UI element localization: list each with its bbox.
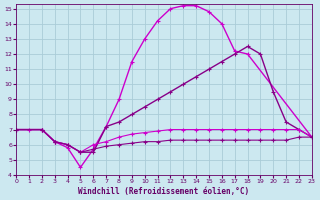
X-axis label: Windchill (Refroidissement éolien,°C): Windchill (Refroidissement éolien,°C) — [78, 187, 250, 196]
